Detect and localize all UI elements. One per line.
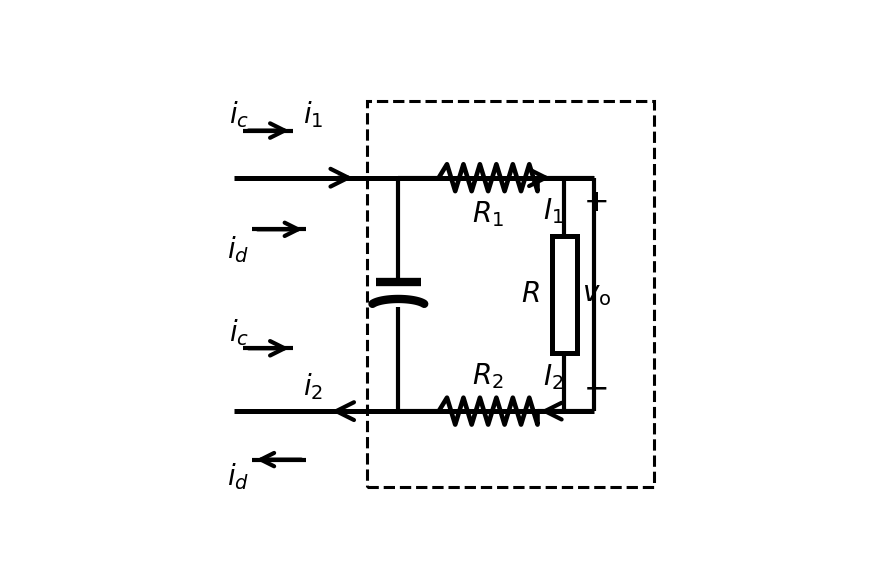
Text: $i_d$: $i_d$ xyxy=(227,461,249,492)
Text: $R_1$: $R_1$ xyxy=(472,199,503,229)
Text: $-$: $-$ xyxy=(582,373,607,403)
Text: $I_1$: $I_1$ xyxy=(542,196,563,226)
Text: $I_2$: $I_2$ xyxy=(542,363,563,392)
Text: $i_1$: $i_1$ xyxy=(303,100,323,130)
Text: $i_c$: $i_c$ xyxy=(229,100,249,130)
Bar xyxy=(367,101,653,487)
Text: $R_2$: $R_2$ xyxy=(472,361,503,391)
Text: $i_d$: $i_d$ xyxy=(227,234,249,265)
Text: $i_2$: $i_2$ xyxy=(303,371,323,402)
Text: $+$: $+$ xyxy=(582,187,607,218)
Text: $R$: $R$ xyxy=(521,281,539,308)
Text: $v_\mathrm{o}$: $v_\mathrm{o}$ xyxy=(581,281,610,308)
Bar xyxy=(552,236,576,353)
Text: $i_c$: $i_c$ xyxy=(229,317,249,348)
